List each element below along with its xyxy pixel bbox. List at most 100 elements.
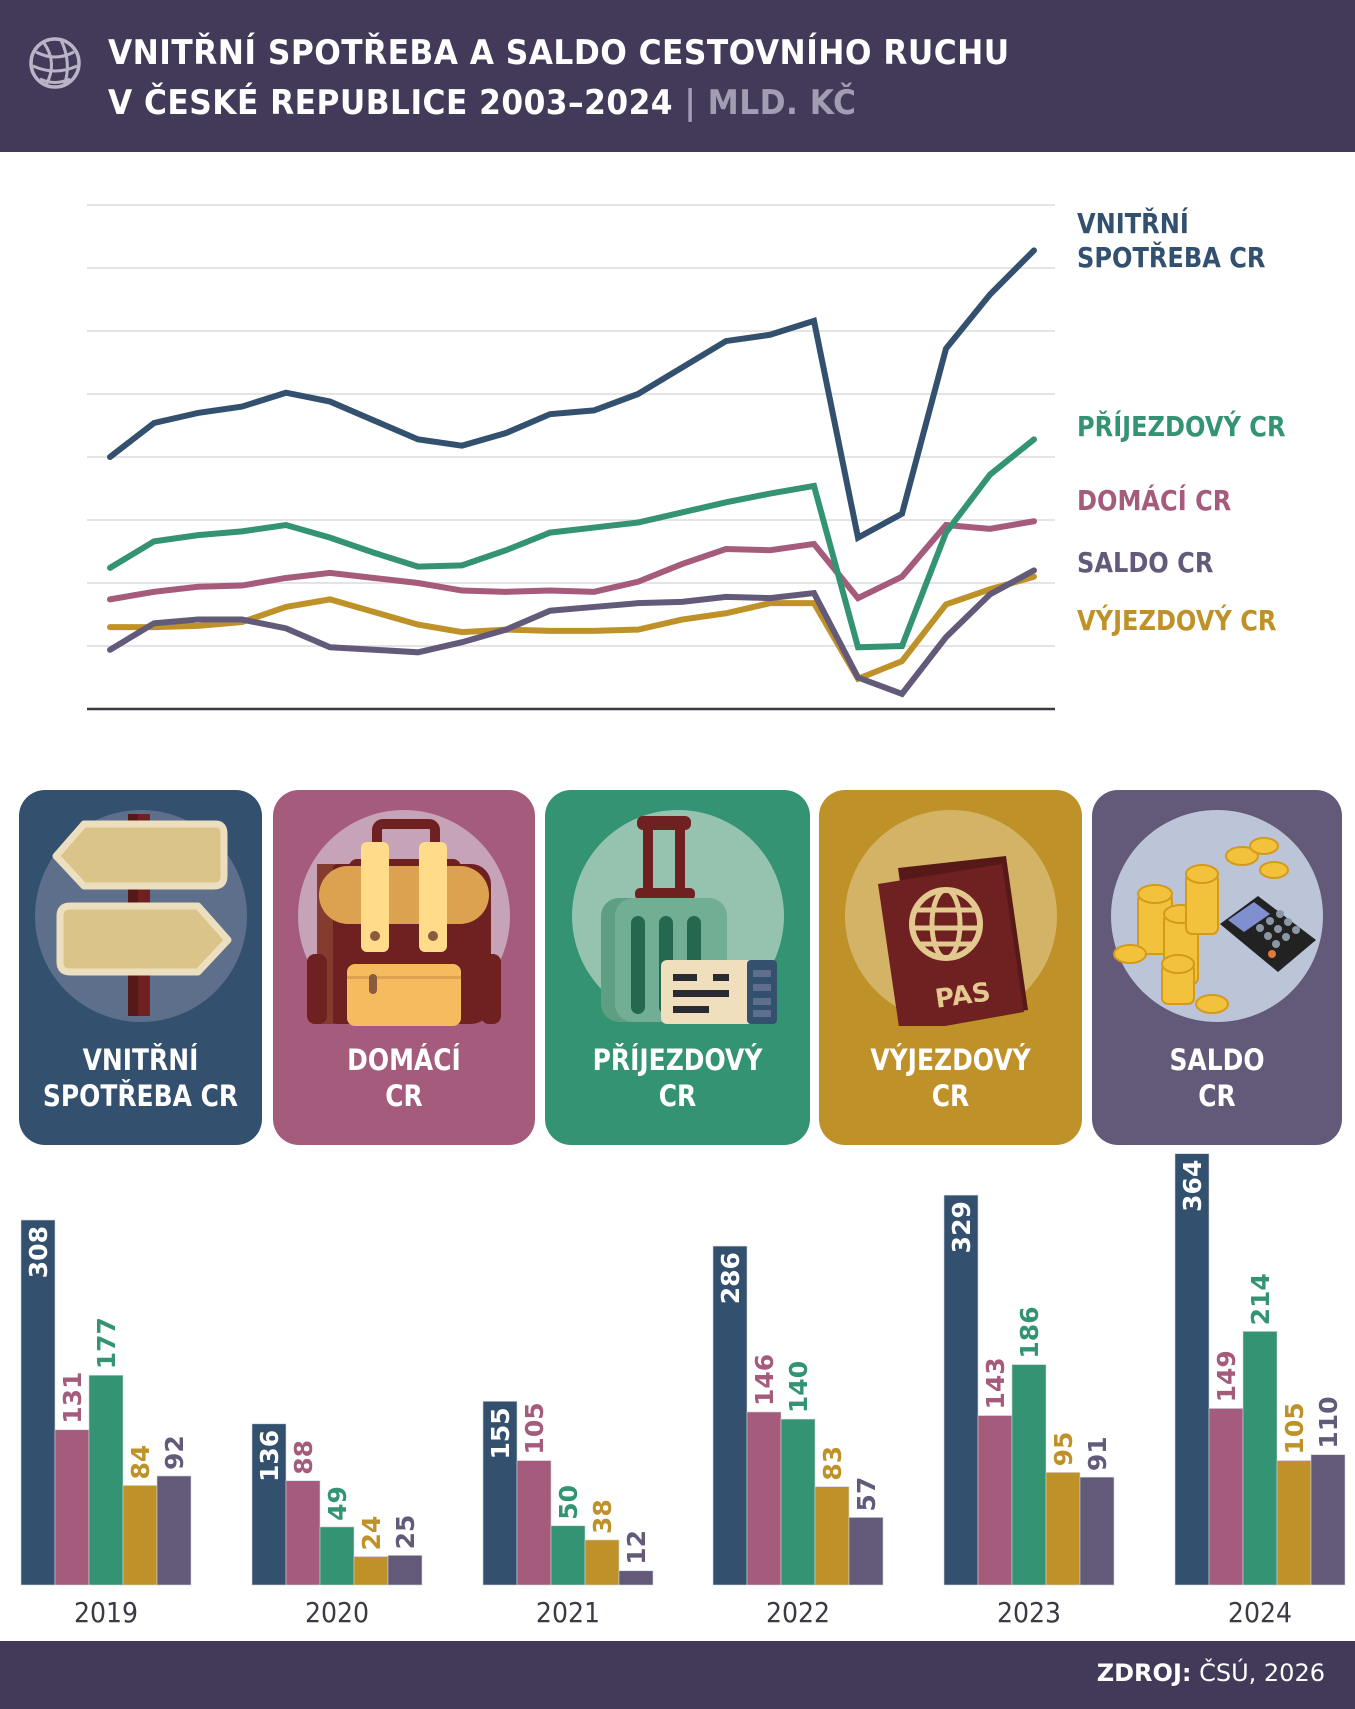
legend-label-vnitrni: VNITŘNÍ SPOTŘEBA CR [1077,207,1265,275]
bar-vnitrni [20,1219,56,1586]
card-label: PŘÍJEZDOVÝ CR [545,1042,810,1114]
bar-value-label: 57 [852,1477,881,1512]
bar-domaci [1208,1408,1244,1586]
card-label-line: CR [658,1079,697,1113]
bar-prijezdovy [88,1374,124,1586]
legend-label-domaci: DOMÁCÍ CR [1077,484,1231,518]
line-chart [87,204,1055,711]
bar-value-label: 364 [1178,1160,1207,1212]
bar-category-label: 2024 [1228,1597,1292,1630]
bar-domaci [285,1480,321,1586]
bar-value-label: 131 [58,1372,87,1424]
bar-value-label: 105 [520,1402,549,1454]
bar-value-label: 24 [357,1516,386,1551]
bar-value-label: 95 [1049,1432,1078,1467]
card-label-line: VNITŘNÍ [82,1043,199,1077]
card-label-line: VÝJEZDOVÝ [870,1043,1031,1077]
card-label-line: DOMÁCÍ [347,1043,461,1077]
bar-value-label: 92 [160,1435,189,1470]
bar-vnitrni [482,1401,518,1586]
bar-value-label: 149 [1212,1350,1241,1402]
bar-value-label: 308 [24,1226,53,1278]
card-label: VÝJEZDOVÝ CR [819,1042,1082,1114]
title-line-2-text: V ČESKÉ REPUBLICE 2003–2024 [108,83,674,123]
bar-prijezdovy [780,1418,816,1586]
card-label-line: SALDO [1169,1043,1265,1077]
page-title: VNITŘNÍ SPOTŘEBA A SALDO CESTOVNÍHO RUCH… [108,28,1010,128]
bar-saldo [848,1517,884,1586]
title-unit: MLD. KČ [707,83,857,123]
bar-value-label: 186 [1015,1306,1044,1358]
bar-value-label: 146 [750,1354,779,1406]
signpost-icon [52,814,231,1016]
bar-value-label: 84 [126,1445,155,1480]
bar-saldo [387,1555,423,1586]
card-label-line: CR [1198,1079,1236,1113]
bar-prijezdovy [550,1525,586,1586]
bar-value-label: 83 [818,1446,847,1481]
bar-saldo [1079,1476,1115,1586]
card-label-line: CR [385,1079,423,1113]
suitcase-ticket-icon [600,816,777,1024]
bar-value-label: 143 [981,1357,1010,1409]
bar-vnitrni [1174,1153,1210,1586]
bar-domaci [977,1415,1013,1586]
bar-value-label: 110 [1314,1396,1343,1448]
legend-label-prijezdovy: PŘÍJEZDOVÝ CR [1077,410,1286,444]
bar-category-label: 2022 [766,1597,830,1630]
bar-value-label: 91 [1083,1436,1112,1471]
bar-vnitrni [943,1194,979,1586]
category-card-prijezdovy: PŘÍJEZDOVÝ CR [545,790,810,1145]
legend-label-line: VÝJEZDOVÝ CR [1077,604,1277,637]
bar-saldo [156,1475,192,1586]
bar-vnitrni [712,1245,748,1586]
bar-value-label: 88 [289,1440,318,1475]
bar-vyjezdovy [353,1556,389,1586]
bar-vyjezdovy [122,1485,158,1586]
bar-value-label: 286 [716,1252,745,1304]
bar-prijezdovy [1011,1364,1047,1586]
category-card-vnitrni: VNITŘNÍ SPOTŘEBA CR [19,790,262,1145]
bar-saldo [1310,1454,1346,1586]
bar-value-label: 214 [1246,1273,1275,1325]
category-card-vyjezdovy: PAS VÝJEZDOVÝ CR [819,790,1082,1145]
card-label-line: CR [931,1079,970,1113]
bar-value-label: 155 [486,1407,515,1459]
bar-value-label: 38 [588,1499,617,1534]
bar-category-label: 2019 [74,1597,138,1630]
category-card-domaci: DOMÁCÍ CR [273,790,535,1145]
bar-vyjezdovy [584,1539,620,1586]
source-label: ZDROJ: [1096,1659,1192,1687]
bar-category-label: 2020 [305,1597,369,1630]
bar-domaci [516,1460,552,1586]
series-line-saldo [107,567,1037,698]
series-line-domaci [107,518,1037,603]
bar-domaci [54,1429,90,1586]
source-note: ZDROJ: ČSÚ, 2026 [1097,1659,1325,1687]
series-line-vyjezdovy [107,573,1037,683]
bar-value-label: 50 [554,1485,583,1520]
bar-value-label: 329 [947,1201,976,1253]
coins-calculator-icon [1113,837,1316,1014]
legend-label-saldo: SALDO CR [1077,546,1213,580]
legend-label-line: DOMÁCÍ CR [1077,484,1232,517]
bar-prijezdovy [319,1526,355,1586]
card-label-line: SPOTŘEBA CR [42,1079,239,1113]
bar-value-label: 25 [391,1515,420,1550]
title-line-1: VNITŘNÍ SPOTŘEBA A SALDO CESTOVNÍHO RUCH… [108,33,1010,73]
bar-value-label: 177 [92,1317,121,1369]
legend-label-line: PŘÍJEZDOVÝ CR [1077,410,1286,443]
bar-category-label: 2023 [997,1597,1061,1630]
bar-vyjezdovy [1276,1460,1312,1586]
bar-value-label: 136 [255,1430,284,1482]
bar-saldo [618,1570,654,1586]
bar-value-label: 49 [323,1486,352,1521]
card-label: DOMÁCÍ CR [273,1042,535,1114]
backpack-icon [307,819,501,1026]
bar-category-label: 2021 [536,1597,600,1630]
card-label: SALDO CR [1092,1042,1342,1114]
legend-label-line: SALDO CR [1077,546,1214,579]
source-value: ČSÚ, 2026 [1191,1659,1325,1687]
globe-icon [29,37,81,89]
